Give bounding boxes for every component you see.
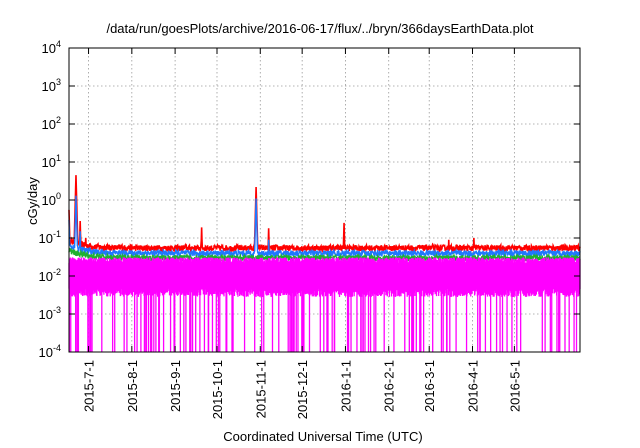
y-tick-label: 10-3	[39, 305, 61, 322]
x-tick-label: 2016-3-1	[422, 360, 437, 412]
x-tick-label: 2016-2-1	[382, 360, 397, 412]
y-tick-label: 104	[42, 39, 61, 56]
y-tick-label: 10-2	[39, 267, 61, 284]
plot-frame	[68, 47, 581, 353]
y-tick-label: 102	[42, 115, 61, 132]
x-tick-labels: 2015-7-1 2015-8-1 2015-9-1 2015-10-1 2015-11…	[82, 360, 523, 419]
x-tick-label: 2015-9-1	[168, 360, 183, 412]
x-tick-label: 2015-8-1	[125, 360, 140, 412]
y-tick-label: 101	[42, 153, 61, 170]
series-line-0	[68, 175, 581, 255]
x-tick-label: 2015-12-1	[295, 360, 310, 419]
y-tick-label: 100	[42, 191, 61, 208]
axes	[68, 47, 581, 353]
x-tick-label: 2016-1-1	[338, 360, 353, 412]
x-tick-label: 2016-4-1	[465, 360, 480, 412]
y-tick-label: 10-4	[39, 343, 61, 360]
x-tick-label: 2015-7-1	[82, 360, 97, 412]
y-tick-label: 10-1	[39, 229, 61, 246]
x-axis-label: Coordinated Universal Time (UTC)	[223, 429, 422, 444]
series-magenta	[68, 257, 581, 352]
data-series	[68, 175, 581, 352]
x-tick-label: 2015-10-1	[210, 360, 225, 419]
y-tick-label: 103	[42, 77, 61, 94]
x-tick-label: 2016-5-1	[507, 360, 522, 412]
x-tick-label: 2015-11-1	[253, 360, 268, 418]
y-tick-labels: 10-4 10-3 10-2 10-1 100 101 102 103 104	[39, 39, 61, 360]
y-axis-label: cGy/day	[25, 177, 40, 225]
chart-title: /data/run/goesPlots/archive/2016-06-17/f…	[106, 21, 533, 36]
